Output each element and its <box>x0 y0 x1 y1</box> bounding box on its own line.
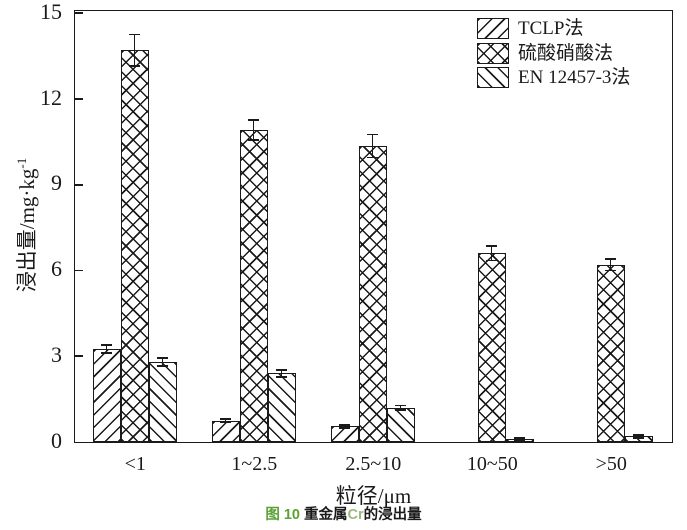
error-bar-cap <box>101 343 112 346</box>
error-bar <box>105 344 108 354</box>
y-tick-mark <box>75 355 83 358</box>
error-bar <box>161 357 164 367</box>
legend-row: TCLP法 <box>477 18 630 39</box>
y-tick-label: 12 <box>40 84 62 110</box>
y-tick-mark <box>75 269 83 272</box>
y-tick-label: 9 <box>51 170 62 196</box>
bar-cross <box>239 130 268 442</box>
legend-swatch-forward-hatch-icon <box>477 18 509 39</box>
error-bar-cap <box>129 33 140 36</box>
x-tick-label: 10~50 <box>466 453 518 475</box>
error-bar-cap <box>605 269 616 272</box>
error-bar-cap <box>514 437 525 440</box>
x-tick-label: 2.5~10 <box>345 453 402 475</box>
error-bar <box>133 34 136 66</box>
error-bar <box>280 369 283 377</box>
legend: TCLP法硫酸硝酸法 EN 12457-3法 <box>477 18 630 88</box>
bar-forward <box>211 420 240 442</box>
bar-cross <box>477 253 506 442</box>
figure-caption-segment: 图 10 <box>265 507 305 523</box>
legend-swatch-back-hatch-icon <box>477 67 509 88</box>
y-axis-label: 浸出量/mg·kg-1 <box>7 75 39 375</box>
legend-label: EN 12457-3法 <box>518 67 631 88</box>
error-bar-cap <box>367 133 378 136</box>
error-bar-cap <box>248 119 259 122</box>
bar-back <box>386 407 415 442</box>
error-bar-cap <box>276 375 287 378</box>
error-bar-cap <box>157 356 168 359</box>
figure-caption: 图 10 重金属Cr的浸出量 <box>0 506 687 524</box>
error-bar-cap <box>514 439 525 441</box>
error-bar-cap <box>248 139 259 142</box>
error-bar-cap <box>633 436 644 439</box>
error-bar <box>399 405 402 410</box>
x-axis-label: 粒径/μm <box>335 484 412 508</box>
y-tick-mark <box>75 97 83 100</box>
legend-row: EN 12457-3法 <box>477 67 630 88</box>
bar-cross <box>596 264 625 442</box>
bar-back <box>267 373 296 442</box>
error-bar <box>224 418 227 423</box>
error-bar-cap <box>129 65 140 67</box>
legend-label: 硫酸硝酸法 <box>518 42 614 64</box>
error-bar-cap <box>367 156 378 159</box>
error-bar-cap <box>101 352 112 355</box>
error-bar <box>343 424 346 428</box>
error-bar-cap <box>220 417 231 420</box>
error-bar <box>637 434 640 438</box>
error-bar-cap <box>220 421 231 424</box>
bar-cross <box>120 50 149 442</box>
figure-caption-segment: Cr <box>347 507 364 523</box>
y-tick-label: 6 <box>51 256 62 282</box>
error-bar <box>609 258 612 271</box>
error-bar-cap <box>633 433 644 436</box>
bar-forward <box>330 426 359 442</box>
y-axis-label-exponent: -1 <box>14 157 29 169</box>
figure-caption-segment: 重金属 <box>304 507 348 523</box>
bar-forward <box>92 349 121 442</box>
x-tick-label: >50 <box>595 453 627 475</box>
error-bar <box>252 120 255 141</box>
bar-cross <box>358 146 387 442</box>
error-bar <box>371 134 374 158</box>
error-bar-cap <box>486 245 497 247</box>
error-bar-cap <box>605 258 616 260</box>
x-tick-label: 1~2.5 <box>231 453 278 475</box>
error-bar-cap <box>486 259 497 262</box>
error-bar-cap <box>395 404 406 407</box>
x-tick-label: <1 <box>124 453 146 475</box>
error-bar-cap <box>339 423 350 426</box>
legend-label: TCLP法 <box>518 18 584 39</box>
plot-area: TCLP法硫酸硝酸法 EN 12457-3法 <box>74 10 673 443</box>
y-tick-label: 0 <box>51 427 62 453</box>
error-bar-cap <box>157 365 168 368</box>
error-bar-cap <box>276 369 287 371</box>
y-tick-label: 3 <box>51 342 62 367</box>
y-tick-mark <box>75 183 83 186</box>
error-bar <box>490 246 493 261</box>
legend-swatch-cross-hatch-icon <box>477 42 509 64</box>
error-bar-cap <box>395 409 406 411</box>
y-tick-label: 15 <box>40 0 62 24</box>
y-tick-mark <box>75 12 83 14</box>
error-bar-cap <box>339 426 350 429</box>
figure-caption-segment: 的浸出量 <box>363 507 422 523</box>
legend-row: 硫酸硝酸法 <box>477 42 630 64</box>
bar-back <box>148 361 177 442</box>
